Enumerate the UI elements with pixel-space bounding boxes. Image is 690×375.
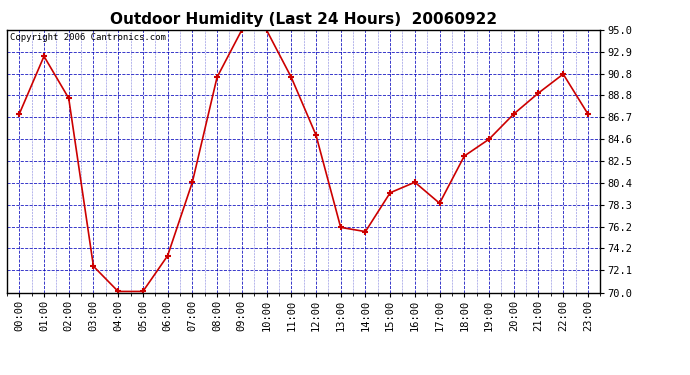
Title: Outdoor Humidity (Last 24 Hours)  20060922: Outdoor Humidity (Last 24 Hours) 2006092… [110, 12, 497, 27]
Text: Copyright 2006 Cantronics.com: Copyright 2006 Cantronics.com [10, 33, 166, 42]
